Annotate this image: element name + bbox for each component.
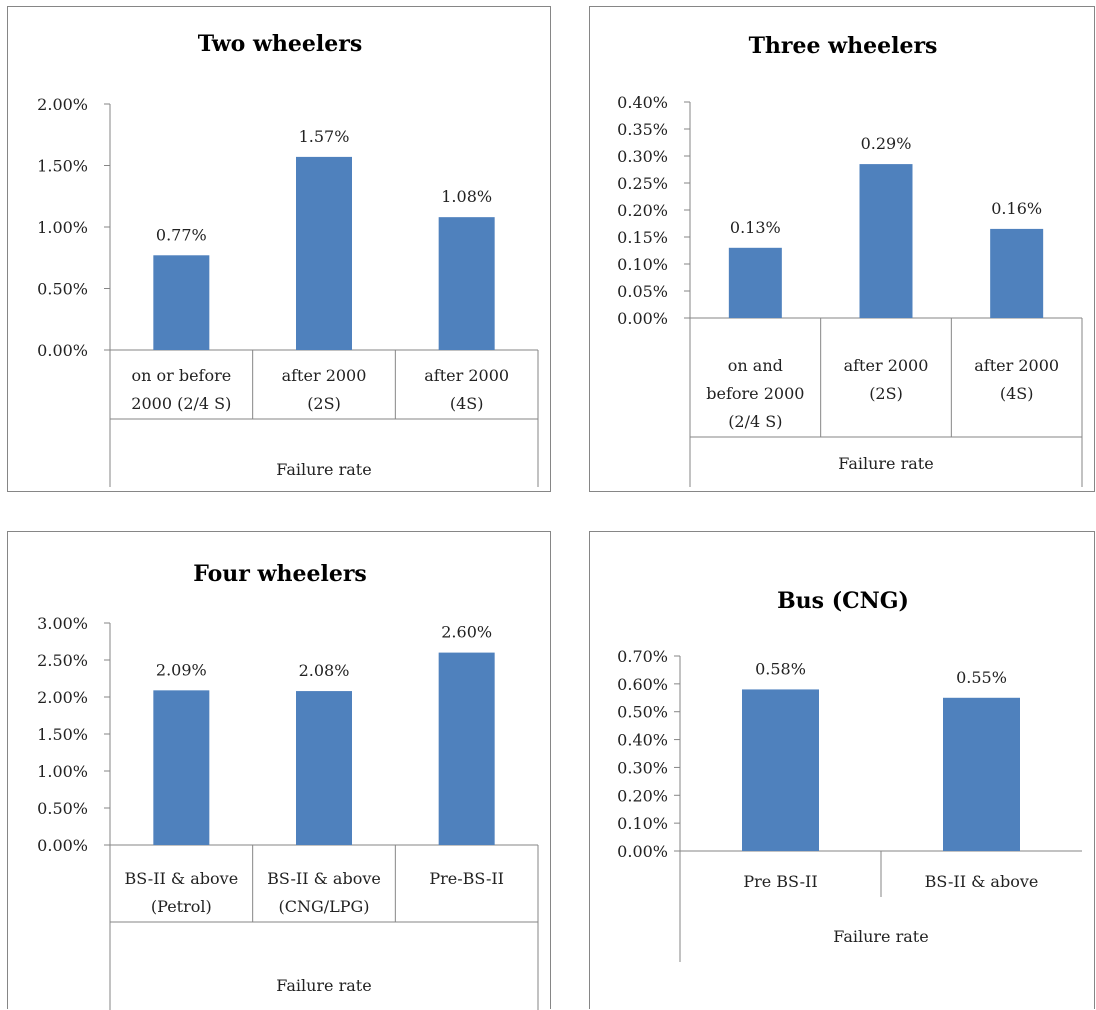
chart-title: Four wheelers [193,561,367,587]
category-label: (Petrol) [151,897,212,916]
category-label: Pre-BS-II [429,869,504,888]
y-tick-label: 1.00% [37,218,88,237]
category-label: Pre BS-II [743,872,817,891]
data-label: 1.57% [299,127,350,146]
category-label: (2S) [869,384,903,403]
data-label: 0.77% [156,225,207,244]
y-tick-label: 2.50% [37,651,88,670]
y-tick-label: 1.50% [37,157,88,176]
y-tick-label: 0.10% [617,814,668,833]
chart-svg-four-wheelers: Four wheelers 0.00% 0.50% 1.00% 1.50% 2.00% 2.… [37,561,539,1010]
chart-title: Three wheelers [749,33,938,59]
category-label: after 2000 [974,356,1059,375]
bar [728,247,782,318]
chart-svg-bus-cng: Bus (CNG) 0.00% 0.10% 0.20% 0.30% 0.40% 0.50% 0… [617,588,1082,962]
data-label: 0.55% [956,668,1007,687]
y-tick-label: 0.50% [37,280,88,299]
chart-svg-three-wheelers: Three wheelers 0.00% 0.05% 0.10% 0.15% 0.20% 0… [617,33,1083,487]
data-label: 0.58% [755,659,806,678]
category-label: BS-II & above [267,869,381,888]
bar [943,697,1020,851]
y-tick-label: 1.50% [37,725,88,744]
bar [296,156,352,350]
y-tick-label: 0.40% [617,731,668,750]
y-tick-label: 0.60% [617,675,668,694]
y-tick-label: 1.00% [37,762,88,781]
category-label: after 2000 [844,356,929,375]
category-label: on or before [131,366,231,385]
y-tick-label: 0.25% [617,174,668,193]
data-label: 1.08% [441,187,492,206]
category-label: BS-II & above [124,869,238,888]
bar [990,228,1044,318]
category-label: (4S) [1000,384,1034,403]
data-label: 0.16% [991,199,1042,218]
y-tick-label: 0.00% [37,341,88,360]
category-label: after 2000 [424,366,509,385]
bar [438,652,495,845]
chart-panel-three-wheelers: Three wheelers 0.00% 0.05% 0.10% 0.15% 0.20% 0… [589,6,1095,492]
group-label: Failure rate [276,460,371,479]
chart-panel-bus-cng: Bus (CNG) 0.00% 0.10% 0.20% 0.30% 0.40% 0.50% 0… [589,531,1095,1009]
bar [742,689,819,851]
data-label: 0.29% [861,134,912,153]
y-tick-label: 0.10% [617,255,668,274]
y-tick-label: 0.30% [617,147,668,166]
bar [296,691,352,845]
category-label: (CNG/LPG) [278,897,369,916]
category-label: BS-II & above [925,872,1039,891]
bar [153,690,210,845]
category-label: (4S) [450,394,484,413]
category-label: on and [728,356,783,375]
y-tick-label: 0.05% [617,282,668,301]
y-tick-label: 0.50% [617,703,668,722]
y-tick-label: 0.15% [617,228,668,247]
chart-svg-two-wheelers: Two wheelers 0.00% 0.50% 1.00% 1.50% 2.00% 0.7… [37,31,539,487]
category-label: (2S) [307,394,341,413]
group-label: Failure rate [276,976,371,995]
y-tick-label: 2.00% [37,95,88,114]
data-label: 2.09% [156,660,207,679]
y-tick-label: 0.70% [617,647,668,666]
y-tick-label: 2.00% [37,688,88,707]
chart-title: Bus (CNG) [777,588,909,614]
y-tick-label: 0.00% [617,842,668,861]
y-tick-label: 0.20% [617,786,668,805]
group-label: Failure rate [838,454,933,473]
y-tick-label: 0.00% [617,309,668,328]
y-tick-label: 3.00% [37,614,88,633]
y-tick-label: 0.00% [37,836,88,855]
group-label: Failure rate [833,927,928,946]
data-label: 2.60% [441,623,492,642]
category-label: after 2000 [282,366,367,385]
y-tick-label: 0.50% [37,799,88,818]
category-label: before 2000 [706,384,804,403]
chart-panel-four-wheelers: Four wheelers 0.00% 0.50% 1.00% 1.50% 2.00% 2.… [7,531,551,1010]
bar [859,164,913,318]
data-label: 0.13% [730,218,781,237]
y-tick-label: 0.30% [617,758,668,777]
category-label: 2000 (2/4 S) [131,394,231,413]
y-tick-label: 0.20% [617,201,668,220]
bar [153,255,210,350]
bar [438,217,495,350]
y-tick-label: 0.40% [617,93,668,112]
chart-panel-two-wheelers: Two wheelers 0.00% 0.50% 1.00% 1.50% 2.00% 0.7… [7,6,551,492]
category-label: (2/4 S) [728,412,782,431]
data-label: 2.08% [299,661,350,680]
y-tick-label: 0.35% [617,120,668,139]
chart-title: Two wheelers [198,31,362,57]
